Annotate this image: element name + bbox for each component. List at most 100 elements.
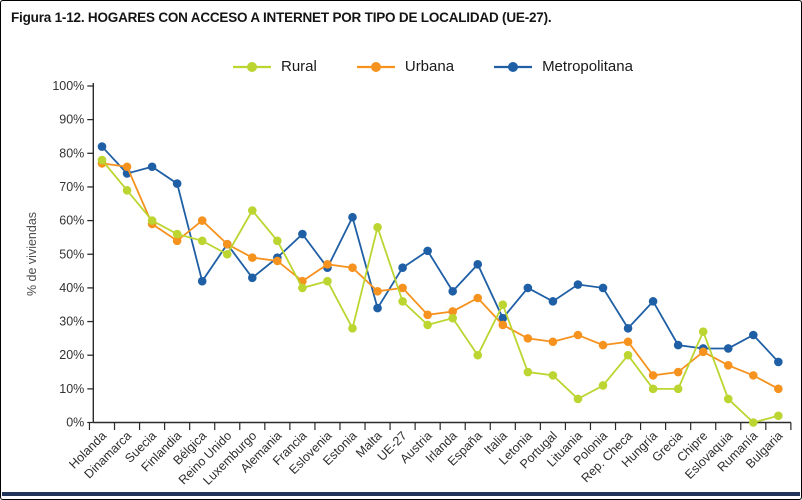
data-point-urbana (749, 371, 758, 380)
data-point-metropolitana (448, 286, 458, 296)
data-point-rural (197, 236, 207, 246)
data-point-urbana (698, 347, 708, 357)
data-point-urbana (222, 239, 232, 249)
data-point-metropolitana (623, 323, 633, 333)
series-line-rural (101, 159, 779, 424)
data-point-urbana (273, 256, 282, 266)
data-point-urbana (448, 307, 458, 316)
data-point-metropolitana (197, 276, 207, 286)
data-point-urbana (398, 283, 407, 293)
y-tick-label: 50% (59, 247, 84, 261)
data-point-rural (548, 371, 558, 380)
data-point-metropolitana (648, 297, 658, 306)
data-point-urbana (122, 162, 132, 172)
data-point-rural (623, 350, 633, 360)
data-point-urbana (373, 286, 382, 296)
data-point-metropolitana (673, 340, 683, 350)
legend-item-urbana: Urbana (356, 58, 455, 75)
data-point-urbana (673, 367, 683, 377)
data-point-metropolitana (248, 273, 257, 283)
data-point-rural (573, 394, 583, 404)
y-tick-label: 90% (59, 113, 84, 127)
data-point-rural (298, 283, 307, 293)
legend-item-rural: Rural (233, 58, 317, 75)
y-tick-label: 100% (52, 79, 84, 93)
y-tick-label: 80% (59, 146, 84, 160)
data-point-metropolitana (147, 162, 157, 172)
data-point-metropolitana (423, 246, 432, 256)
data-point-metropolitana (398, 263, 407, 273)
y-tick-label: 30% (59, 315, 84, 329)
figure-bottom-rule (2, 492, 800, 496)
data-point-rural (598, 381, 608, 390)
data-point-metropolitana (298, 229, 307, 239)
data-point-urbana (774, 384, 783, 394)
data-point-urbana (348, 263, 357, 273)
data-point-rural (147, 216, 157, 225)
data-point-metropolitana (548, 297, 558, 306)
data-point-rural (673, 384, 683, 394)
data-point-rural (473, 350, 483, 360)
data-point-rural (172, 229, 182, 239)
data-point-urbana (648, 371, 658, 380)
data-point-metropolitana (348, 212, 357, 222)
legend-marker-icon (356, 61, 395, 72)
data-point-rural (498, 300, 508, 310)
data-point-metropolitana (749, 330, 758, 340)
legend-item-metropolitana: Metropolitana (494, 58, 633, 75)
data-point-rural (398, 297, 407, 306)
data-point-urbana (197, 216, 207, 225)
data-point-urbana (423, 310, 432, 320)
legend-marker-icon (494, 61, 533, 72)
data-point-metropolitana (774, 357, 783, 367)
data-point-rural (723, 394, 733, 404)
data-point-metropolitana (598, 283, 608, 293)
data-point-metropolitana (172, 179, 182, 188)
data-point-rural (698, 327, 708, 336)
data-point-rural (248, 206, 257, 215)
data-point-rural (348, 323, 357, 333)
y-tick-label: 10% (59, 382, 84, 396)
data-point-rural (774, 411, 783, 421)
legend-label: Metropolitana (542, 58, 633, 75)
data-point-metropolitana (473, 260, 483, 269)
legend-label: Rural (281, 58, 317, 75)
data-point-urbana (723, 360, 733, 370)
y-tick-label: 0% (66, 416, 84, 430)
data-point-rural (448, 313, 458, 323)
figure-title: Figura 1-12. HOGARES CON ACCESO A INTERN… (11, 10, 552, 25)
series-line-metropolitana (101, 145, 780, 363)
data-point-rural (423, 320, 432, 330)
data-point-metropolitana (573, 280, 583, 289)
data-point-rural (648, 384, 658, 394)
data-point-urbana (523, 334, 533, 343)
data-point-urbana (598, 340, 608, 350)
data-point-urbana (573, 330, 583, 340)
data-point-metropolitana (723, 344, 733, 353)
data-point-rural (222, 249, 232, 259)
data-point-urbana (172, 236, 182, 246)
data-point-urbana (248, 253, 257, 262)
y-tick-label: 60% (59, 214, 84, 228)
data-point-rural (523, 367, 533, 377)
data-point-rural (97, 155, 107, 165)
data-point-rural (749, 418, 758, 427)
data-point-metropolitana (373, 303, 382, 313)
y-tick-label: 40% (59, 281, 84, 295)
y-tick-label: 70% (59, 180, 84, 194)
series-line-urbana (101, 162, 779, 390)
legend-marker-icon (233, 61, 271, 72)
data-point-metropolitana (97, 142, 107, 151)
data-point-urbana (623, 337, 633, 347)
data-point-urbana (498, 320, 508, 330)
data-point-urbana (548, 337, 558, 347)
legend-label: Urbana (404, 58, 455, 75)
data-point-urbana (473, 293, 483, 303)
chart-legend: Rural Urbana Metropolitana (233, 58, 633, 75)
y-tick-label: 20% (59, 348, 84, 362)
data-point-urbana (323, 260, 332, 269)
data-point-metropolitana (523, 283, 533, 293)
